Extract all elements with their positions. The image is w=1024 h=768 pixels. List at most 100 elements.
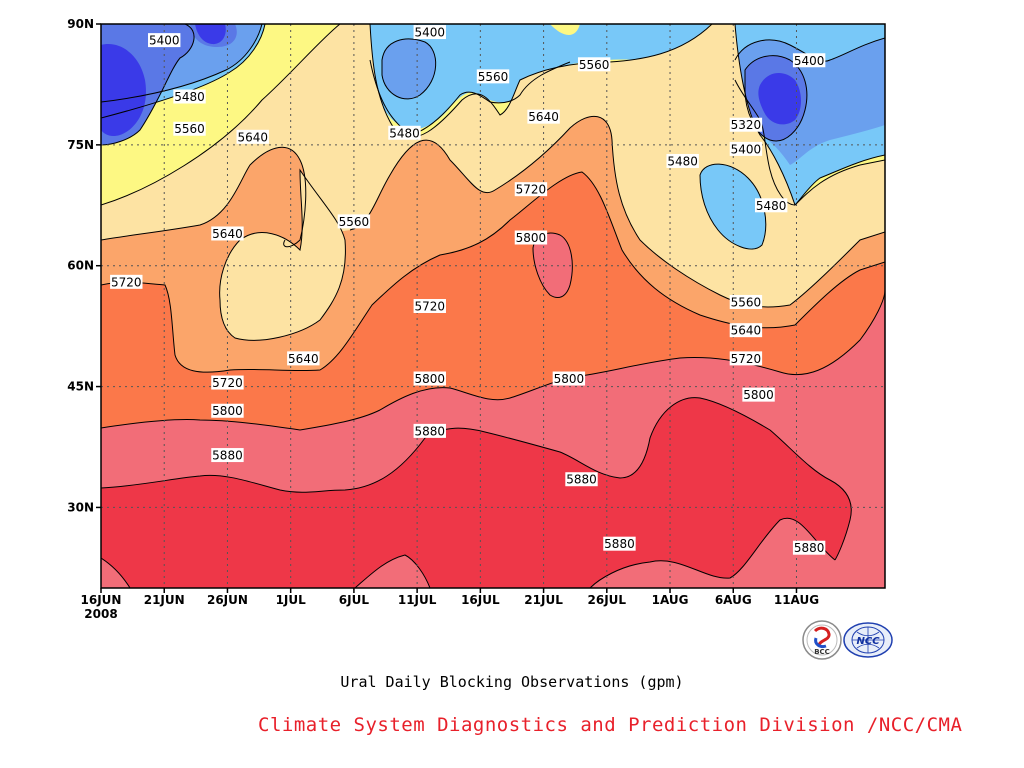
- contour-5320-left: [101, 24, 195, 146]
- x-tick-label: 21JUN: [144, 593, 185, 607]
- bcc-logo: BCC: [802, 620, 842, 660]
- contour-label: 5880: [794, 541, 825, 555]
- contour-label-bg: [666, 153, 699, 168]
- contour-label: 5480: [389, 126, 420, 140]
- contour-5480-left: [101, 24, 266, 119]
- contour-label: 5640: [288, 352, 319, 366]
- contour-label: 5400: [149, 34, 180, 48]
- x-tick-label: 1JUL: [276, 593, 307, 607]
- ncc-logo: NCC: [843, 622, 893, 658]
- contour-5800: [101, 289, 885, 431]
- contour-label-bg: [603, 536, 636, 551]
- contour-label: 5640: [237, 130, 268, 144]
- contour-label: 5800: [743, 388, 774, 402]
- contour-label: 5480: [174, 90, 205, 104]
- contour-5720: [101, 171, 885, 373]
- contour-label-bg: [337, 214, 371, 229]
- contour-label: 5560: [579, 58, 610, 72]
- credit-line: Climate System Diagnostics and Predictio…: [258, 714, 963, 736]
- band-below-5320: [101, 24, 226, 137]
- contour-label: 5400: [794, 54, 825, 68]
- contour-label: 5720: [516, 183, 547, 197]
- contour-5560-left: [101, 24, 341, 206]
- contour-label: 5640: [528, 110, 559, 124]
- y-tick-label: 30N: [67, 500, 94, 514]
- contour-label: 5560: [174, 122, 205, 136]
- band-5400-5480-mid: [382, 39, 436, 99]
- contour-label: 5480: [667, 154, 698, 168]
- contour-label-bg: [148, 33, 181, 48]
- contour-label-bg: [792, 540, 826, 555]
- contour-label-bg: [388, 125, 421, 140]
- ncc-logo-text: NCC: [856, 636, 880, 647]
- x-axis: 16JUN 21JUN 26JUN 1JUL 6JUL 11JUL 16JUL 21JUL 26…: [81, 588, 819, 621]
- y-tick-label: 90N: [67, 17, 94, 31]
- contour-label-bg: [211, 375, 244, 390]
- contour-label-bg: [287, 351, 320, 366]
- x-tick-label: 26JUL: [588, 593, 627, 607]
- bcc-logo-text: BCC: [814, 648, 830, 656]
- contour-label-bg: [729, 323, 763, 338]
- contour-fills: [101, 24, 885, 588]
- contour-label: 5880: [604, 537, 635, 551]
- contour-5800-island: [532, 232, 573, 298]
- contour-label: 5720: [111, 275, 142, 289]
- x-year-label: 2008: [84, 607, 117, 621]
- contour-label-bg: [413, 423, 446, 438]
- contour-label-bg: [413, 371, 446, 386]
- contour-label: 5720: [415, 300, 446, 314]
- y-axis: 30N 45N 60N 75N 90N: [67, 17, 101, 514]
- chart-title: Ural Daily Blocking Observations (gpm): [340, 673, 684, 691]
- contour-label-bg: [552, 371, 586, 386]
- contour-label: 5400: [731, 142, 762, 156]
- contour-5560-right: [734, 24, 885, 206]
- contour-label-bg: [413, 25, 446, 40]
- contour-label: 5320: [731, 118, 762, 132]
- contour-label-bg: [173, 89, 206, 104]
- contour-5640: [101, 146, 307, 248]
- x-tick-label: 6JUL: [339, 593, 370, 607]
- contour-label-bg: [729, 141, 763, 156]
- band-above-5960: [101, 397, 852, 588]
- plot-frame: [100, 23, 886, 589]
- band-5480-5560-mid: [370, 24, 710, 130]
- x-tick-label: 11JUL: [398, 593, 437, 607]
- contour-label-bg: [527, 109, 560, 124]
- band-5880-5960-bottom-mid: [355, 555, 430, 588]
- contour-label: 5640: [731, 324, 762, 338]
- x-tick-label: 21JUL: [524, 593, 563, 607]
- contour-label: 5720: [731, 352, 762, 366]
- contour-label-bg: [577, 57, 611, 72]
- contour-label: 5640: [212, 227, 243, 241]
- contour-label: 5560: [339, 215, 370, 229]
- contour-label: 5720: [212, 376, 243, 390]
- contour-label: 5880: [415, 424, 446, 438]
- x-tick-label: 11AUG: [774, 593, 819, 607]
- contour-label: 5560: [731, 295, 762, 309]
- contour-5400-left: [101, 24, 263, 103]
- band-below-5320-right: [758, 73, 801, 125]
- contour-label-bg: [742, 387, 775, 402]
- contour-labels: 5400 5480 5560 5640 5640 5720 5720 5800 5880 5640…: [110, 25, 826, 555]
- contour-5400-mid: [381, 38, 437, 100]
- x-tick-label: 6AUG: [715, 593, 752, 607]
- contour-label-bg: [173, 121, 206, 136]
- contour-label: 5800: [516, 231, 547, 245]
- contour-label-bg: [211, 403, 244, 418]
- contour-label: 5560: [478, 70, 509, 84]
- contour-5880-bottom: [101, 517, 836, 588]
- contour-label: 5400: [415, 26, 446, 40]
- contour-label-bg: [514, 230, 548, 245]
- contour-label-bg: [729, 117, 763, 132]
- contour-5880: [101, 397, 852, 561]
- contour-label-bg: [110, 274, 143, 289]
- contour-label-bg: [754, 198, 788, 213]
- y-tick-label: 75N: [67, 138, 94, 152]
- contour-label: 5800: [415, 372, 446, 386]
- contour-label: 5800: [554, 372, 585, 386]
- contour-label-bg: [792, 53, 826, 68]
- contour-label-bg: [729, 294, 763, 309]
- x-tick-label: 26JUN: [207, 593, 248, 607]
- contour-5640-inner: [219, 168, 346, 341]
